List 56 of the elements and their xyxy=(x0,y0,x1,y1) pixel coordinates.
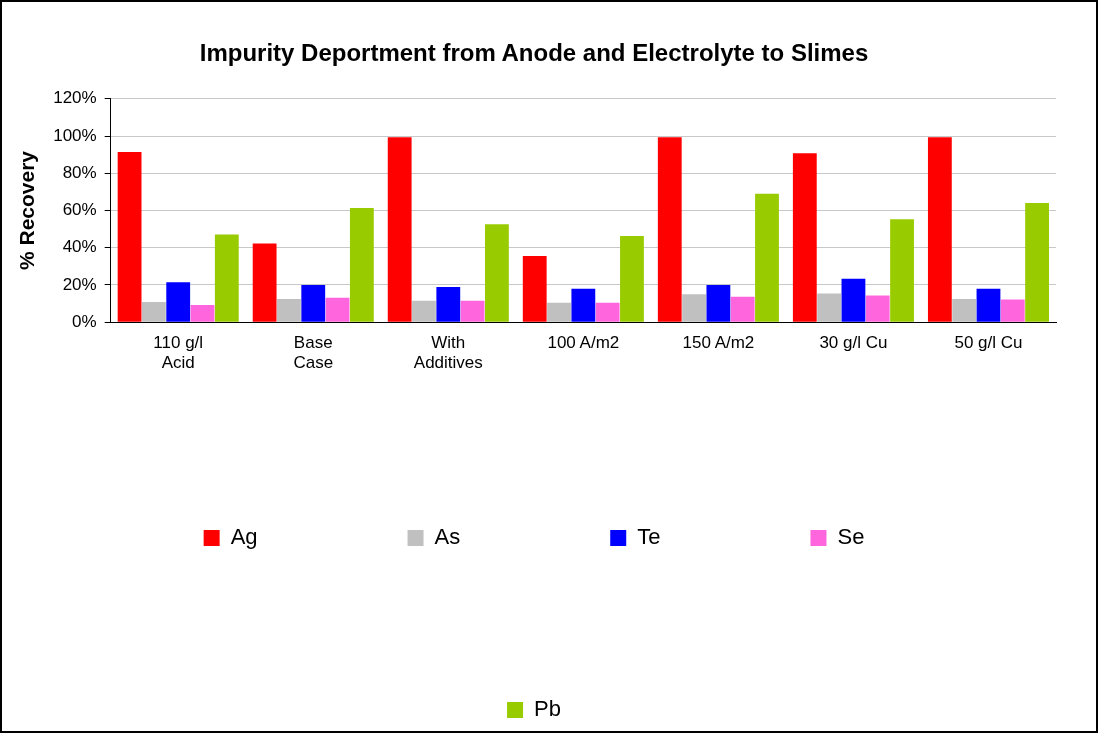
chart-title: Impurity Deportment from Anode and Electrolyte to Slimes xyxy=(199,39,869,67)
y-tick-label: 100% xyxy=(53,125,97,145)
bar xyxy=(976,288,1001,322)
bar xyxy=(301,284,326,322)
bar xyxy=(325,297,350,322)
bar xyxy=(436,287,461,322)
bar xyxy=(817,293,842,322)
bar xyxy=(277,298,301,322)
bar xyxy=(571,288,596,322)
bar xyxy=(595,302,620,322)
bar xyxy=(682,294,706,322)
bar xyxy=(387,137,412,322)
bar xyxy=(792,153,817,322)
legend-label: Te xyxy=(637,524,661,550)
bar xyxy=(865,295,890,322)
bar xyxy=(730,296,755,322)
y-tick-label: 40% xyxy=(62,237,97,257)
legend-label: Ag xyxy=(230,524,258,550)
bar xyxy=(252,243,277,322)
bar xyxy=(117,152,142,322)
bar xyxy=(141,301,166,322)
bar xyxy=(547,302,571,322)
y-tick-label: 80% xyxy=(62,162,97,182)
bar xyxy=(657,137,682,322)
y-tick-label: 60% xyxy=(62,200,97,220)
legend-label: Pb xyxy=(534,696,561,722)
y-axis-title: % Recovery xyxy=(15,150,39,271)
bar xyxy=(349,207,374,322)
bar xyxy=(620,236,644,322)
bar xyxy=(522,255,547,322)
bar xyxy=(190,305,215,322)
bar xyxy=(841,278,866,322)
legend-label: Se xyxy=(837,524,865,550)
x-tick-label: 110 g/l Acid xyxy=(153,333,204,373)
bar xyxy=(706,284,731,322)
x-tick-label: 100 A/m2 xyxy=(547,333,620,353)
y-tick-label: 0% xyxy=(72,311,97,331)
bar xyxy=(460,300,485,322)
x-tick-label: 150 A/m2 xyxy=(682,333,755,353)
bar xyxy=(485,224,509,322)
bar xyxy=(166,282,191,322)
x-tick-label: Base Case xyxy=(293,333,334,373)
bar xyxy=(952,299,977,322)
bar xyxy=(890,219,914,322)
bar xyxy=(214,234,239,322)
bar xyxy=(755,193,779,322)
bar xyxy=(1025,203,1050,322)
bar xyxy=(1000,299,1025,322)
legend-label: As xyxy=(434,524,461,550)
bar xyxy=(927,137,952,322)
y-tick-label: 20% xyxy=(62,274,97,294)
x-tick-label: With Additives xyxy=(413,333,483,373)
x-tick-label: 30 g/l Cu xyxy=(819,333,888,353)
bar xyxy=(412,300,436,322)
y-tick-label: 120% xyxy=(53,88,97,108)
x-tick-label: 50 g/l Cu xyxy=(954,333,1023,353)
